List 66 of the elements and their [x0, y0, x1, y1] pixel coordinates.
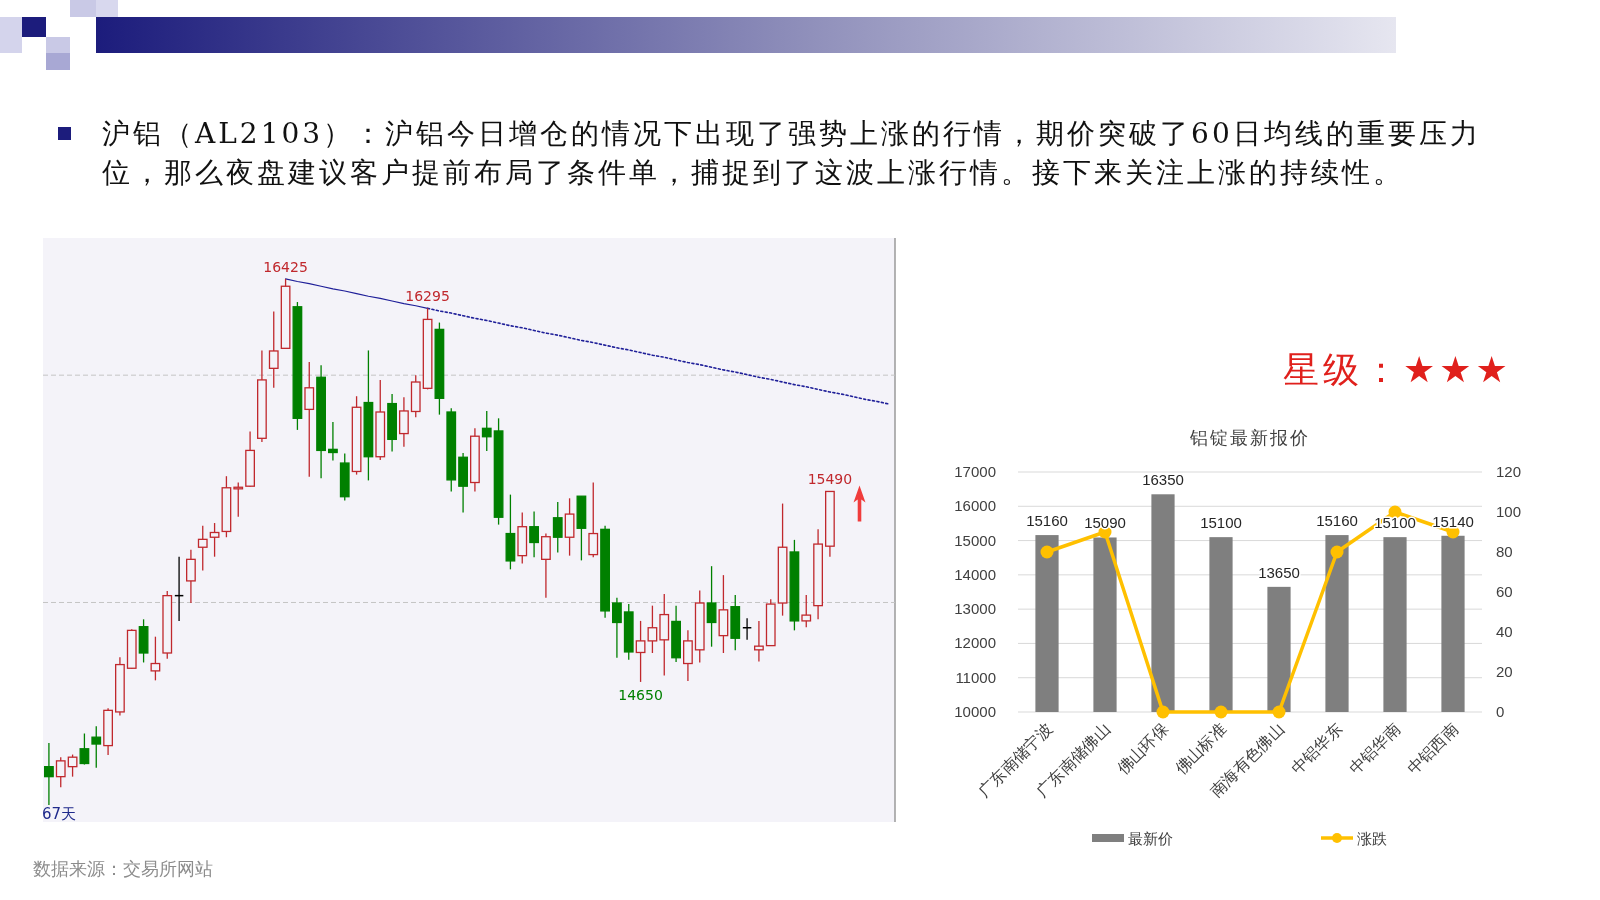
data-label: 15090: [1084, 514, 1126, 532]
data-label: 15160: [1026, 512, 1068, 530]
y-tick-label: 15000: [954, 531, 996, 549]
candlestick: [55, 756, 66, 788]
candlestick: [328, 421, 338, 462]
data-label: 15140: [1432, 512, 1474, 530]
candlestick: [481, 410, 492, 452]
annotation: 16425: [263, 258, 308, 275]
annotation: 14650: [618, 686, 663, 703]
candlestick: [683, 629, 693, 682]
candlestick: [79, 732, 90, 766]
candlestick: [647, 604, 658, 654]
y2-tick-label: 0: [1496, 703, 1505, 720]
candlestick: [150, 636, 161, 682]
y2-tick-label: 120: [1496, 463, 1522, 480]
x-tick-label: 中铝华东: [1287, 719, 1346, 779]
annotation: 15490: [807, 471, 853, 488]
candlestick: [268, 310, 279, 389]
candlestick: [552, 501, 563, 554]
data-label: 15100: [1200, 514, 1242, 532]
y2-tick-label: 80: [1496, 543, 1513, 560]
y-tick-label: 14000: [954, 565, 996, 583]
candlestick: [399, 396, 409, 448]
x-tick-label: 中铝西南: [1403, 719, 1462, 779]
y2-tick-label: 100: [1496, 503, 1522, 520]
y-tick-label: 12000: [954, 634, 996, 652]
legend-label: 最新价: [1128, 830, 1173, 848]
data-label: 15160: [1316, 512, 1358, 530]
point: [1156, 705, 1170, 719]
candlestick: [91, 725, 102, 769]
annotation: 67天: [42, 805, 77, 823]
candlestick: [304, 361, 315, 478]
candlestick: [706, 565, 717, 648]
candlestick: [197, 525, 208, 572]
text: 星级：★★★: [1283, 349, 1512, 390]
candlestick: [209, 522, 220, 558]
y2-tick-label: 60: [1496, 583, 1513, 600]
y-tick-label: 17000: [954, 463, 996, 480]
candlestick: [588, 481, 599, 558]
candlestick: [564, 497, 575, 557]
candlestick: [801, 594, 812, 628]
point: [1272, 705, 1286, 719]
candlestick: [186, 549, 196, 604]
y2-tick-label: 40: [1496, 623, 1513, 640]
annotation: 16295: [405, 288, 450, 305]
source-note: 数据来源：交易所网站: [33, 858, 213, 879]
y-tick-label: 13000: [954, 600, 996, 618]
candlestick: [541, 532, 551, 599]
x-tick-label: 中铝华南: [1345, 719, 1404, 779]
data-label: 16350: [1142, 471, 1184, 489]
candlestick: [612, 597, 622, 659]
chart-title: 铝锭最新报价: [1189, 427, 1310, 448]
candlestick: [529, 510, 539, 558]
y-tick-label: 11000: [955, 668, 996, 686]
y-tick-label: 16000: [954, 497, 996, 515]
point: [1040, 545, 1054, 559]
x-tick-label: 佛山环保: [1113, 719, 1172, 779]
chart-title: 沪铝（AL2103）：沪铝今日增仓的情况下出现了强势上涨的行情，期价突破了60日均线的重要压力位，那么夜盘建议客户提前布局了条件单，捕捉到了这波上涨行情。接下来关注上涨的持续性。: [102, 117, 1481, 189]
point: [1330, 545, 1344, 559]
y2-tick-label: 20: [1496, 663, 1513, 680]
candlestick: [44, 742, 54, 806]
point: [1214, 705, 1228, 719]
candlestick: [635, 620, 646, 683]
legend-label: 涨跌: [1357, 830, 1387, 848]
y-tick-label: 10000: [954, 703, 996, 720]
data-label: 13650: [1258, 563, 1300, 581]
